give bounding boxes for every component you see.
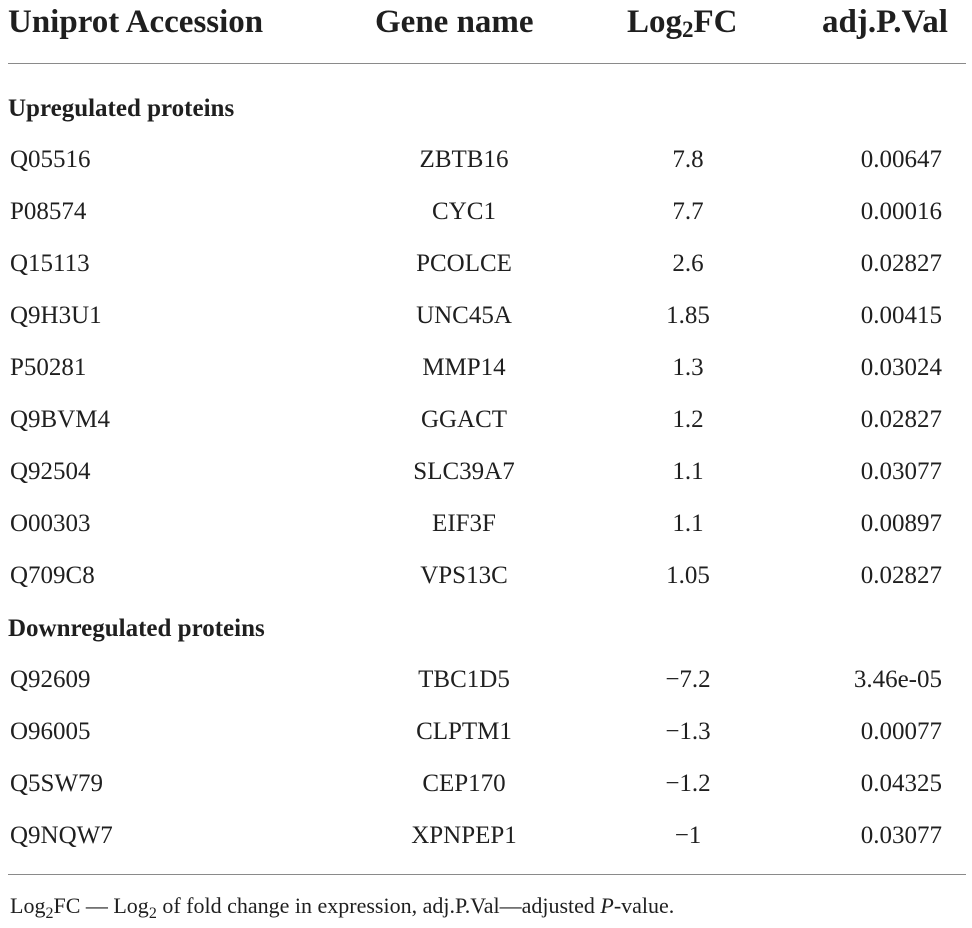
table-row: Q92504 SLC39A7 1.1 0.03077	[0, 446, 972, 498]
cell-log2fc: 1.1	[672, 510, 704, 537]
table-row: Q9BVM4 GGACT 1.2 0.02827	[0, 394, 972, 446]
cell-adj-p-val: 0.00016	[860, 198, 942, 225]
cell-gene-name: VPS13C	[420, 562, 508, 589]
header-uniprot-accession: Uniprot Accession	[8, 3, 264, 40]
footnote-subscript-2: 2	[148, 905, 157, 922]
cell-adj-p-val: 0.00077	[860, 718, 942, 745]
footer-divider	[8, 874, 966, 875]
header-adj-p-val: adj.P.Val	[822, 3, 948, 40]
cell-gene-name: SLC39A7	[413, 458, 515, 485]
cell-gene-name: TBC1D5	[418, 666, 510, 693]
header-log2fc-tail: FC	[693, 3, 738, 40]
cell-log2fc: 1.1	[672, 458, 704, 485]
cell-log2fc: 2.6	[672, 250, 704, 277]
cell-adj-p-val: 0.02827	[860, 562, 942, 589]
cell-adj-p-val: 0.03024	[860, 354, 942, 381]
header-log2fc: Log 2 FC	[627, 0, 738, 44]
cell-adj-p-val: 0.03077	[860, 822, 942, 849]
cell-log2fc: 1.05	[666, 562, 710, 589]
header-gene-name: Gene name	[375, 3, 534, 40]
cell-log2fc: 7.7	[672, 198, 704, 225]
footnote-text-3: of fold change in expression, adj.P.Val—…	[156, 893, 601, 918]
footnote-italic-p: P	[600, 893, 614, 918]
cell-accession: O00303	[10, 510, 91, 537]
cell-log2fc: −1.3	[665, 718, 711, 745]
cell-accession: O96005	[10, 718, 91, 745]
cell-log2fc: 1.2	[672, 406, 704, 433]
cell-accession: Q92504	[10, 458, 91, 485]
cell-gene-name: ZBTB16	[419, 146, 509, 173]
footnote-text-4: -value.	[613, 893, 675, 918]
cell-adj-p-val: 0.00415	[860, 302, 942, 329]
cell-accession: Q9H3U1	[10, 302, 102, 329]
cell-accession: Q05516	[10, 146, 91, 173]
section-heading: Upregulated proteins	[8, 95, 235, 122]
cell-gene-name: XPNPEP1	[411, 822, 517, 849]
table-row: Q05516 ZBTB16 7.8 0.00647	[0, 134, 972, 186]
cell-accession: Q709C8	[10, 562, 95, 589]
footnote-subscript-1: 2	[45, 905, 54, 922]
cell-accession: Q92609	[10, 666, 91, 693]
table-row: Q92609 TBC1D5 −7.2 3.46e-05	[0, 654, 972, 706]
header-divider	[8, 63, 966, 64]
cell-gene-name: GGACT	[420, 406, 508, 433]
cell-accession: P50281	[10, 354, 87, 381]
table-row: Q9NQW7 XPNPEP1 −1 0.03077	[0, 810, 972, 862]
header-log2fc-subscript: 2	[682, 17, 694, 42]
cell-adj-p-val: 0.00647	[860, 146, 942, 173]
cell-accession: P08574	[10, 198, 87, 225]
cell-gene-name: EIF3F	[432, 510, 496, 537]
cell-gene-name: PCOLCE	[416, 250, 512, 277]
cell-adj-p-val: 0.00897	[860, 510, 942, 537]
table-row: Q709C8 VPS13C 1.05 0.02827	[0, 550, 972, 602]
cell-gene-name: MMP14	[422, 354, 506, 381]
cell-gene-name: UNC45A	[416, 302, 512, 329]
footnote-text-2: FC — Log	[53, 893, 149, 918]
cell-log2fc: 7.8	[672, 146, 704, 173]
cell-accession: Q9NQW7	[10, 822, 113, 849]
header-log2fc-main: Log	[627, 3, 683, 40]
section-heading: Downregulated proteins	[8, 615, 265, 642]
cell-log2fc: 1.3	[672, 354, 704, 381]
table-row: P08574 CYC1 7.7 0.00016	[0, 186, 972, 238]
cell-gene-name: CEP170	[422, 770, 506, 797]
cell-adj-p-val: 3.46e-05	[853, 666, 942, 693]
footnote-text-1: Log	[10, 893, 46, 918]
table-row: Q9H3U1 UNC45A 1.85 0.00415	[0, 290, 972, 342]
cell-adj-p-val: 0.02827	[860, 406, 942, 433]
table-row: Q5SW79 CEP170 −1.2 0.04325	[0, 758, 972, 810]
cell-log2fc: 1.85	[666, 302, 710, 329]
cell-adj-p-val: 0.04325	[860, 770, 942, 797]
cell-accession: Q15113	[10, 250, 90, 277]
cell-accession: Q9BVM4	[10, 406, 111, 433]
table-row: P50281 MMP14 1.3 0.03024	[0, 342, 972, 394]
cell-log2fc: −1	[674, 822, 702, 849]
table-footnote: Log2FC — Log2 of fold change in expressi…	[10, 893, 675, 922]
cell-adj-p-val: 0.02827	[860, 250, 942, 277]
cell-log2fc: −7.2	[665, 666, 711, 693]
table-row: O00303 EIF3F 1.1 0.00897	[0, 498, 972, 550]
table-row: Q15113 PCOLCE 2.6 0.02827	[0, 238, 972, 290]
cell-gene-name: CYC1	[432, 198, 496, 225]
cell-log2fc: −1.2	[665, 770, 711, 797]
cell-adj-p-val: 0.03077	[860, 458, 942, 485]
cell-accession: Q5SW79	[10, 770, 104, 797]
table-row: O96005 CLPTM1 −1.3 0.00077	[0, 706, 972, 758]
cell-gene-name: CLPTM1	[416, 718, 512, 745]
